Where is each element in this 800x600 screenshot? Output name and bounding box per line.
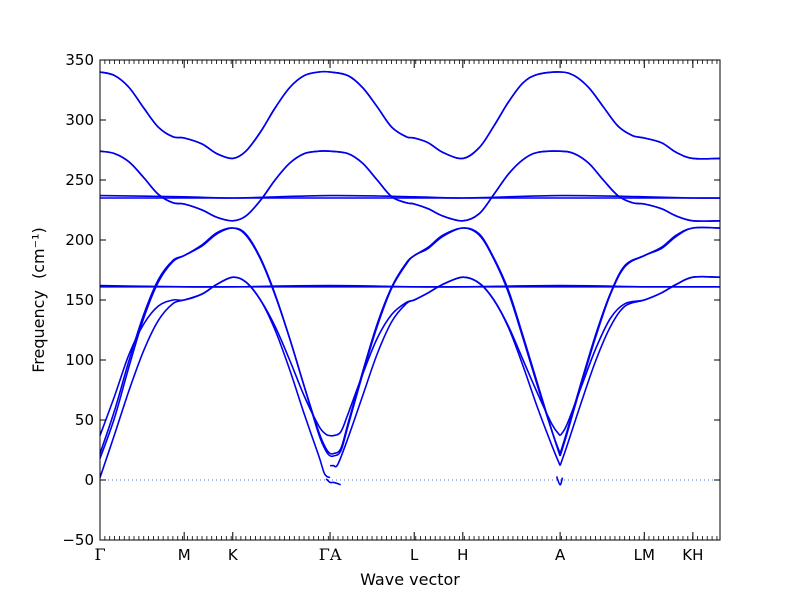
band-line-3 [99,276,331,437]
band-line-2 [559,226,721,454]
band-line-3 [559,275,721,437]
y-tick-label: 350 [65,51,94,69]
band-line-0 [330,276,561,468]
band-line-1 [559,226,721,457]
band-line-3 [329,276,561,437]
band-line-2 [329,227,561,455]
band-line-0 [99,276,331,479]
band-line-10 [99,70,721,160]
y-tick-label: 50 [75,411,94,429]
y-axis-label: Frequency (cm⁻¹) [29,227,48,372]
y-tick-label: 100 [65,351,94,369]
x-tick-label: LM [634,546,655,564]
x-axis-label: Wave vector [360,570,460,589]
band-line-1 [329,227,561,458]
x-tick-label: Γ [94,545,105,564]
y-tick-label: 150 [65,291,94,309]
y-axis-label-unit: (cm⁻¹) [29,227,48,279]
band-line-13 [555,476,564,486]
x-tick-label: L [410,546,419,564]
y-tick-label: 0 [84,471,94,489]
band-lines [99,70,721,486]
y-tick-label: −50 [62,531,94,549]
x-tick-label: A [555,546,566,564]
y-tick-label: 250 [65,171,94,189]
band-line-9 [99,150,721,222]
band-line-8 [99,150,721,222]
y-tick-label: 300 [65,111,94,129]
y-axis-label-name: Frequency [29,290,48,373]
x-tick-label: M [178,546,191,564]
x-ticks: Γ M K ΓA L H A LM KH [94,60,718,564]
y-tick-label: 200 [65,231,94,249]
x-tick-label: K [228,546,239,564]
x-tick-label: H [457,546,468,564]
band-line-2 [99,227,331,455]
band-line-12 [325,478,342,486]
x-tick-label: ΓA [319,545,342,564]
band-line-11 [99,70,721,160]
y-ticks: −50 0 50 100 150 200 250 300 350 [62,51,720,549]
x-tick-label: KH [682,546,703,564]
